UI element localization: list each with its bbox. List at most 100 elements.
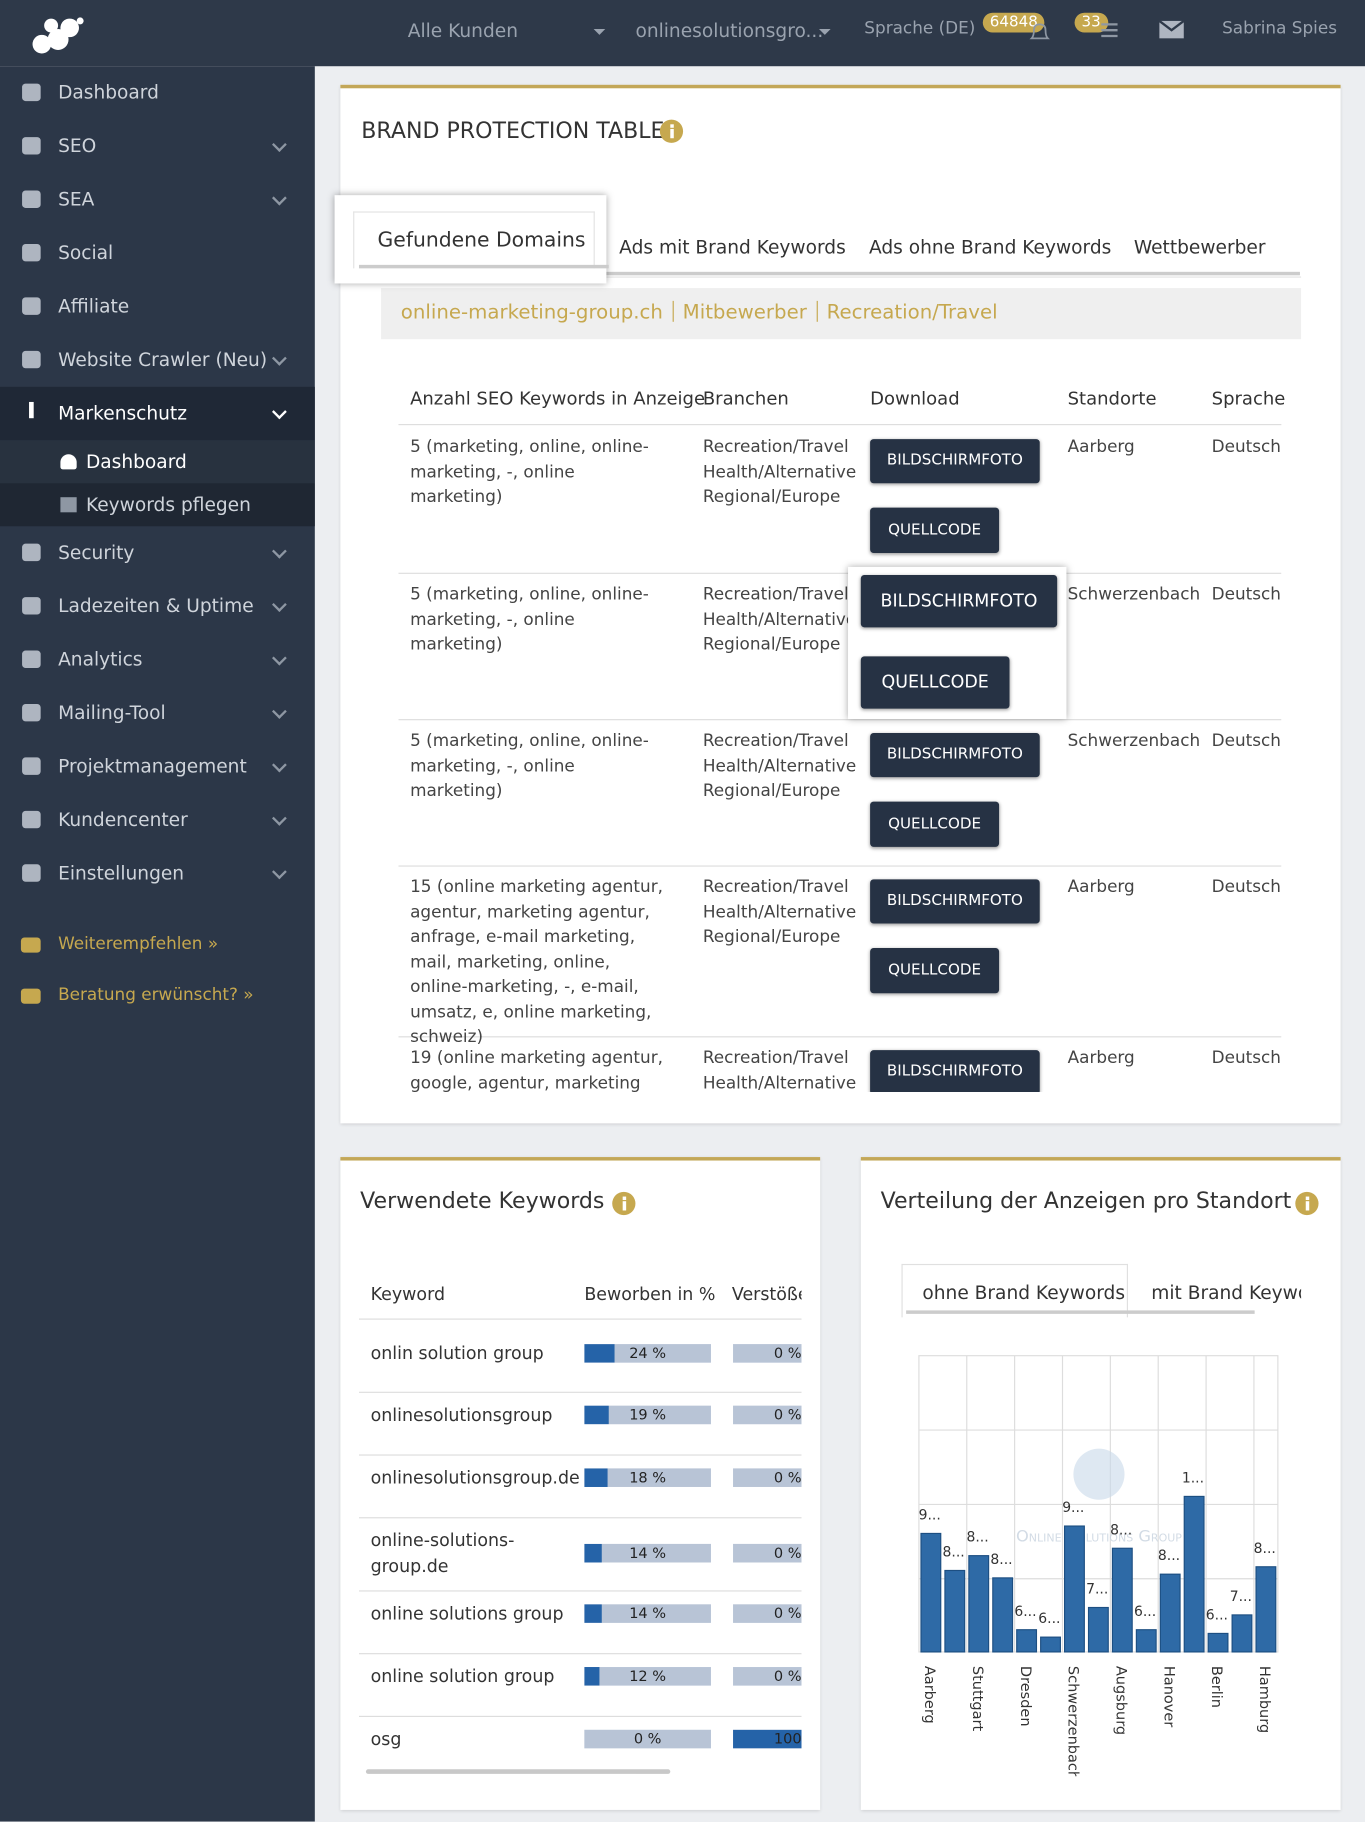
row-line [358, 1391, 802, 1393]
tab-scrollbar [358, 271, 1300, 276]
progress-label: 0 % [633, 1729, 662, 1748]
keyword: osg [370, 1728, 402, 1750]
customer-select[interactable]: Alle Kunden [407, 19, 518, 42]
tab[interactable]: Gefundene Domains [377, 228, 586, 253]
tab[interactable]: Ads mit Brand Keywords [619, 235, 846, 258]
chevron [271, 350, 287, 366]
keywords-cell: 5 (marketing, online, online-marketing, … [410, 437, 649, 507]
nav-icon [22, 297, 41, 315]
nav-item[interactable]: Einstellungen [0, 847, 315, 900]
progress-fill [584, 1604, 603, 1623]
nav-item[interactable]: Projektmanagement [0, 740, 315, 793]
x-tick-label: Augsburg [1113, 1666, 1129, 1735]
screenshot-button[interactable]: BILDSCHIRMFOTO [860, 575, 1058, 628]
active-tab-box [353, 211, 595, 269]
nav-item[interactable]: Affiliate [0, 280, 315, 333]
info-icon[interactable] [612, 1191, 636, 1216]
header-line [398, 424, 1282, 426]
table-row: 19 (online marketing agentur, google, ag… [398, 1036, 1281, 1092]
row-line [358, 1653, 802, 1655]
tab[interactable]: Ads ohne Brand Keywords [868, 235, 1112, 258]
nav-item[interactable]: Dashboard [0, 66, 315, 119]
tab-clip: mit Brand Keywords [1151, 1281, 1301, 1303]
submenu-item[interactable]: Keywords pflegen [0, 483, 315, 527]
bell-icon[interactable] [1027, 20, 1053, 46]
nav-item[interactable]: Website Crawler (Neu) [0, 333, 315, 386]
tab-line [358, 276, 1302, 278]
branche: Recreation/Travel [702, 878, 849, 897]
separator [816, 300, 818, 322]
keywords-cell: 15 (online marketing agentur, agentur, m… [410, 878, 663, 1047]
x-tick-label: Hamburg [1256, 1666, 1272, 1733]
source-button[interactable]: QUELLCODE [870, 507, 1000, 553]
project-select[interactable]: onlinesolutionsgro... [635, 19, 824, 42]
nav-item[interactable]: Security [0, 526, 315, 579]
info-icon[interactable] [659, 119, 684, 143]
nav-label: Projektmanagement [58, 755, 247, 778]
user-menu[interactable]: Sabrina Spies [1222, 19, 1337, 39]
sidebar: Dashboard SEO SEA Social Affiliate Website Cr… [0, 66, 315, 1822]
nav-item[interactable]: Kundencenter [0, 793, 315, 846]
task-icon[interactable] [1098, 19, 1121, 42]
branche: Recreation/Travel [702, 731, 849, 751]
standort: Aarberg [1067, 1049, 1135, 1068]
brand-card: BRAND PROTECTION TABLE online-marketing-… [334, 84, 1341, 1124]
mail-icon[interactable] [1158, 19, 1186, 41]
table-body: 5 (marketing, online, online-marketing, … [398, 425, 1282, 1092]
branche: Health/Alternative [702, 903, 857, 922]
nav-label: Dashboard [58, 81, 159, 104]
source-button[interactable]: QUELLCODE [870, 801, 1000, 847]
progress-fill [584, 1543, 603, 1563]
screenshot-button[interactable]: BILDSCHIRMFOTO [870, 879, 1040, 924]
caret [593, 29, 606, 41]
progress-bar: 14 % [584, 1604, 711, 1623]
tab[interactable]: ohne Brand Keywords [922, 1281, 1126, 1304]
progress-label: 100 [773, 1729, 802, 1748]
notification-badge[interactable]: 64848 [982, 12, 1045, 33]
nav-icon [22, 190, 41, 208]
info-icon[interactable] [1295, 1191, 1319, 1216]
branche: Recreation/Travel [702, 585, 849, 605]
nav-item[interactable]: SEO [0, 120, 315, 173]
task-badge[interactable]: 33 [1074, 12, 1108, 33]
keywords-cell: 5 (marketing, online, online-marketing, … [410, 585, 649, 655]
active-tab-highlight [334, 195, 607, 284]
topbar: Alle Kunden onlinesolutionsgro... Sprach… [0, 0, 1365, 67]
progress-fill [584, 1468, 608, 1487]
branche: Regional/Europe [702, 928, 841, 947]
screenshot-button[interactable]: BILDSCHIRMFOTO [870, 733, 1040, 778]
standort: Aarberg [1067, 437, 1135, 457]
logo[interactable] [28, 14, 86, 58]
screenshot-button[interactable]: BILDSCHIRMFOTO [870, 1050, 1040, 1092]
chevron [271, 137, 287, 153]
nav-item[interactable]: Mailing-Tool [0, 687, 315, 740]
language-select[interactable]: Sprache (DE) [864, 19, 976, 39]
value-label: 8... [990, 1552, 1012, 1568]
source-button[interactable]: QUELLCODE [860, 656, 1010, 709]
chevron [271, 704, 287, 719]
tab[interactable]: Wettbewerber [1133, 235, 1266, 258]
nav-label: Ladezeiten & Uptime [58, 594, 254, 617]
progress-label: 0 % [773, 1543, 802, 1562]
keyword: onlinesolutionsgroup [370, 1404, 553, 1426]
progress-label: 12 % [629, 1667, 667, 1685]
tab[interactable]: mit Brand Keywords [1151, 1281, 1301, 1304]
nav-item[interactable]: Social [0, 227, 315, 280]
card-title: BRAND PROTECTION TABLE [361, 118, 665, 145]
column-header: Verstöße [731, 1283, 802, 1305]
screenshot-button[interactable]: BILDSCHIRMFOTO [870, 439, 1040, 484]
bar [1111, 1547, 1133, 1653]
source-button[interactable]: QUELLCODE [870, 947, 1000, 994]
progress-bar: 0 % [733, 1543, 802, 1563]
column-header: Branchen [702, 388, 789, 409]
active-tab-underline [358, 264, 609, 269]
progress-bar: 19 % [584, 1405, 711, 1425]
standort: Aarberg [1067, 878, 1135, 897]
nav-item[interactable]: Analytics [0, 633, 315, 686]
nav-item[interactable]: Markenschutz [0, 386, 315, 441]
nav-item[interactable]: SEA [0, 173, 315, 226]
submenu-item[interactable]: Dashboard [0, 440, 315, 484]
nav-label: SEA [58, 188, 95, 211]
nav-item[interactable]: Ladezeiten & Uptime [0, 580, 315, 633]
chevron [271, 404, 287, 420]
